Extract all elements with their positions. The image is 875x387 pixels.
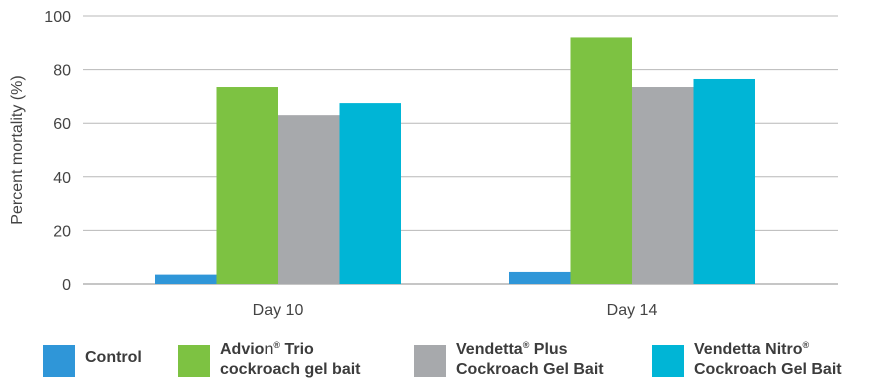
legend-swatch-vendetta-nitro	[652, 345, 684, 377]
bar	[693, 78, 755, 284]
chart-legend: Control Advion® Trio cockroach gel bait …	[0, 340, 875, 387]
y-tick-label: 40	[53, 170, 71, 187]
legend-swatch-advion	[178, 345, 210, 377]
legend-swatch-vendetta-plus	[414, 345, 446, 377]
y-tick-label: 100	[44, 9, 71, 26]
bar	[509, 271, 571, 284]
bar	[632, 87, 694, 285]
bar	[278, 115, 340, 284]
bar	[339, 103, 401, 284]
bar	[570, 37, 632, 284]
legend-swatch-control	[43, 345, 75, 377]
legend-item-vendetta-plus: Vendetta® Plus Cockroach Gel Bait	[414, 340, 604, 380]
bar	[216, 87, 278, 285]
legend-item-vendetta-nitro: Vendetta Nitro® Cockroach Gel Bait	[652, 340, 842, 380]
legend-item-control: Control	[43, 340, 142, 377]
y-tick-label: 20	[53, 223, 71, 240]
legend-label-vendetta-nitro: Vendetta Nitro® Cockroach Gel Bait	[694, 340, 842, 379]
y-tick-label: 80	[53, 63, 71, 80]
legend-label-vendetta-plus: Vendetta® Plus Cockroach Gel Bait	[456, 340, 604, 379]
bar	[155, 274, 217, 284]
y-tick-label: 60	[53, 116, 71, 133]
legend-label-advion: Advion® Trio cockroach gel bait	[220, 340, 361, 379]
legend-label-control: Control	[85, 349, 142, 366]
x-tick-label: Day 14	[607, 302, 658, 319]
x-tick-label: Day 10	[253, 302, 304, 319]
y-axis-label: Percent mortality (%)	[9, 75, 26, 224]
legend-item-advion: Advion® Trio cockroach gel bait	[178, 340, 361, 380]
bar-chart: 0 20 40 60 80 100 Percent mortality (%) Day 10 D…	[9, 9, 838, 319]
y-tick-label: 0	[62, 277, 71, 294]
